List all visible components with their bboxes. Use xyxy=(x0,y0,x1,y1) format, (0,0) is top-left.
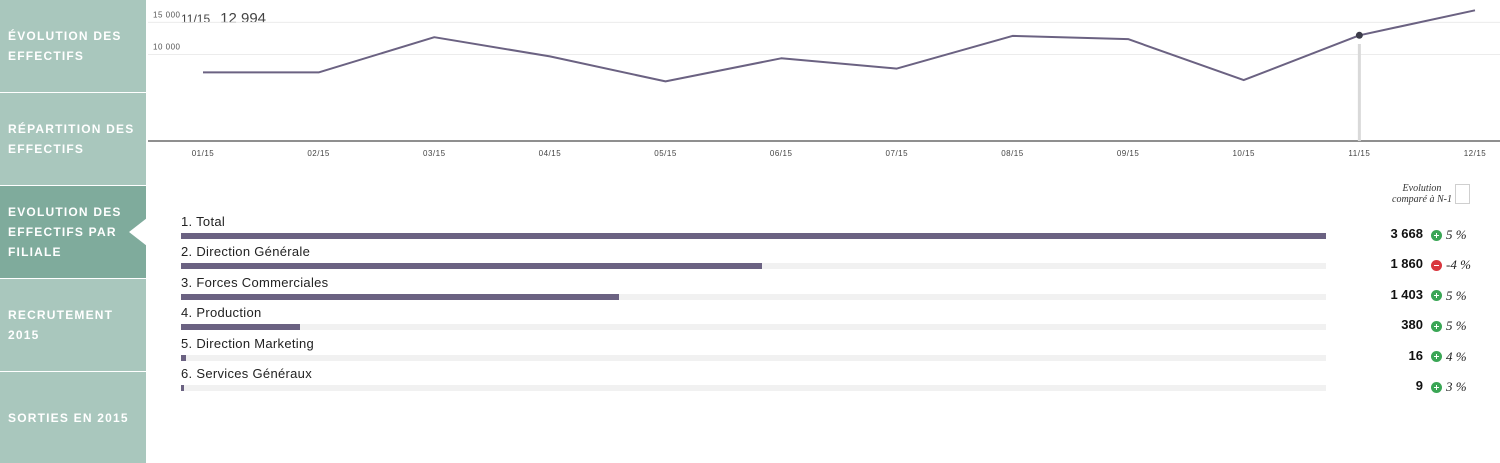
delta-text: 3 % xyxy=(1446,379,1467,394)
bar-delta: 5 % xyxy=(1431,227,1467,243)
x-tick-label: 07/15 xyxy=(886,149,909,158)
bar-fill xyxy=(181,385,184,391)
bar-label: 6. Services Généraux xyxy=(181,366,313,381)
bar-label: 5. Direction Marketing xyxy=(181,335,315,351)
bar-value: 1 403 xyxy=(1390,286,1423,302)
plus-circle-icon xyxy=(1431,351,1442,363)
bar-row[interactable]: 3. Forces Commerciales 1 403 5 % xyxy=(181,275,1481,305)
active-indicator-arrow-icon xyxy=(129,218,147,246)
delta-text: 5 % xyxy=(1446,318,1467,334)
series-line xyxy=(203,9,1476,83)
comparison-header: Evolution comparé à N-1 xyxy=(1392,183,1452,205)
bar-track xyxy=(181,293,1326,300)
bar-row[interactable]: 2. Direction Générale 1 860 -4 % xyxy=(181,244,1481,274)
highlighted-point xyxy=(1355,31,1363,39)
bar-fill xyxy=(181,354,186,361)
bar-label: 4. Production xyxy=(181,305,262,321)
x-tick-label: 08/15 xyxy=(1001,149,1024,158)
sidebar-item-repartition-effectifs[interactable]: Répartition des effectifs xyxy=(0,93,146,185)
sidebar-item-label: Recrutement 2015 xyxy=(8,308,114,342)
hover-line xyxy=(1357,44,1361,141)
bar-row[interactable]: 6. Services Généraux 9 3 % xyxy=(181,366,1481,396)
bar-delta: -4 % xyxy=(1431,257,1471,273)
delta-text: 5 % xyxy=(1446,227,1467,242)
bar-fill xyxy=(181,263,762,270)
bar-track xyxy=(181,354,1326,361)
x-tick-label: 03/15 xyxy=(423,149,446,158)
x-tick-label: 09/15 xyxy=(1117,149,1140,158)
bar-label: 3. Forces Commerciales xyxy=(181,274,329,290)
bar-delta: 5 % xyxy=(1431,318,1467,334)
delta-text: 5 % xyxy=(1446,287,1467,303)
plus-circle-icon xyxy=(1431,320,1442,332)
bar-label: 2. Direction Générale xyxy=(181,244,311,260)
y-tick-label: 15 000 xyxy=(153,10,181,19)
bar-value: 380 xyxy=(1401,317,1423,333)
sidebar-item-label: Répartition des effectifs xyxy=(8,122,135,156)
bar-row[interactable]: 1. Total 3 668 5 % xyxy=(181,214,1481,244)
bar-delta: 3 % xyxy=(1431,379,1467,395)
sidebar-item-label: Evolution des effectifs par filiale xyxy=(8,205,122,259)
x-tick-label: 01/15 xyxy=(192,149,215,158)
line-chart[interactable]: 15 000 10 000 01/15 02/15 03/15 04/15 05/15 06/… xyxy=(0,0,1500,170)
sidebar-item-evolution-par-filiale[interactable]: Evolution des effectifs par filiale xyxy=(0,186,147,278)
plus-circle-icon xyxy=(1431,381,1442,393)
bar-label: 1. Total xyxy=(181,214,226,229)
comparison-checkbox[interactable] xyxy=(1455,184,1470,204)
x-tick-label: 11/15 xyxy=(1348,149,1370,158)
bar-row[interactable]: 5. Direction Marketing 16 4 % xyxy=(181,336,1481,366)
bar-value: 9 xyxy=(1415,378,1423,393)
sidebar-item-label: Sorties en 2015 xyxy=(8,410,129,425)
sidebar-item-recrutement[interactable]: Recrutement 2015 xyxy=(0,279,146,371)
bar-track xyxy=(181,233,1326,239)
delta-text: -4 % xyxy=(1446,257,1471,273)
x-tick-label: 12/15 xyxy=(1464,149,1487,158)
bar-fill xyxy=(181,293,619,300)
delta-text: 4 % xyxy=(1446,348,1467,364)
bar-value: 1 860 xyxy=(1390,256,1423,272)
bar-track xyxy=(181,324,1326,331)
x-tick-label: 06/15 xyxy=(770,149,793,158)
bar-fill xyxy=(181,324,300,331)
sidebar-item-label: Évolution des effectifs xyxy=(8,29,122,63)
bar-track xyxy=(181,263,1326,270)
minus-circle-icon xyxy=(1431,259,1442,271)
sidebar-nav: Évolution des effectifs Répartition des … xyxy=(0,0,147,463)
x-tick-label: 02/15 xyxy=(307,149,330,158)
plus-circle-icon xyxy=(1431,229,1442,241)
bar-value: 16 xyxy=(1408,347,1423,363)
x-tick-label: 04/15 xyxy=(539,149,562,158)
sidebar-item-sorties[interactable]: Sorties en 2015 xyxy=(0,372,146,463)
bar-row[interactable]: 4. Production 380 5 % xyxy=(181,305,1481,335)
x-tick-label: 10/15 xyxy=(1232,149,1255,158)
bar-fill xyxy=(181,233,1326,239)
bar-delta: 4 % xyxy=(1431,349,1467,365)
y-tick-label: 10 000 xyxy=(153,42,181,51)
sidebar-item-evolution-effectifs[interactable]: Évolution des effectifs xyxy=(0,0,146,92)
bar-value: 3 668 xyxy=(1390,226,1423,241)
bar-track xyxy=(181,385,1326,391)
bar-delta: 5 % xyxy=(1431,288,1467,304)
x-tick-label: 05/15 xyxy=(654,149,677,158)
plus-circle-icon xyxy=(1431,290,1442,302)
